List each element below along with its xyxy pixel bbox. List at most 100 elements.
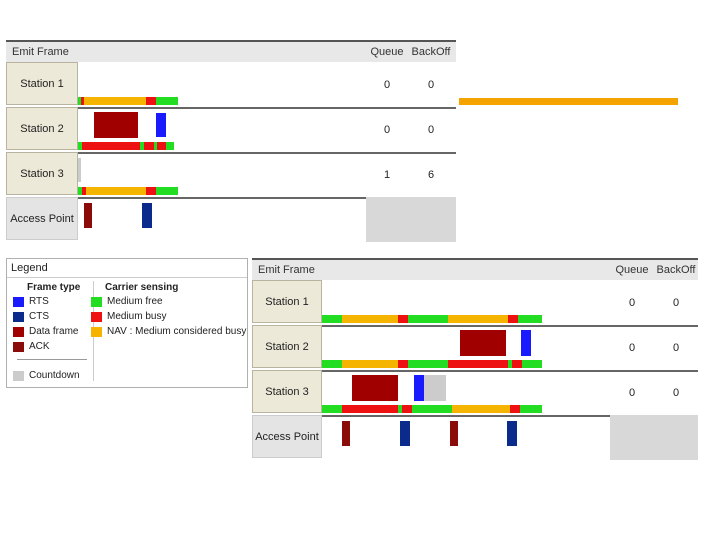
empty-cell [366, 197, 456, 242]
medium-busy-segment [146, 97, 156, 105]
backoff-value: 0 [427, 123, 435, 136]
backoff-value: 0 [672, 386, 680, 399]
access-point-button[interactable]: Access Point [252, 415, 322, 458]
nav-segment [84, 97, 146, 105]
medium-free-segment [522, 360, 542, 368]
station-3-button[interactable]: Station 3 [6, 152, 78, 195]
legend-medium-busy-label: Medium busy [107, 311, 167, 322]
medium-busy-segment [512, 360, 522, 368]
header-backoff: BackOff [411, 46, 451, 58]
legend-box: Legend Frame type RTS CTS Data frame ACK… [6, 258, 248, 388]
medium-free-segment [408, 360, 448, 368]
medium-busy-segment [146, 187, 156, 195]
medium-free-segment [156, 187, 178, 195]
rts-swatch [13, 296, 24, 307]
legend-item-cts: CTS [13, 311, 49, 322]
medium-free-segment [322, 405, 342, 413]
header-backoff: BackOff [656, 264, 696, 276]
legend-item-data-frame: Data frame [13, 326, 78, 337]
access-point-label: Access Point [255, 430, 319, 443]
station-2-button[interactable]: Station 2 [252, 325, 322, 368]
medium-busy-segment [78, 97, 84, 105]
medium-busy-segment [348, 405, 398, 413]
backoff-value: 0 [672, 341, 680, 354]
medium-free-segment [518, 315, 542, 323]
carrier-strip-lead [78, 97, 81, 105]
legend-rts-label: RTS [29, 296, 49, 307]
legend-divider [7, 277, 247, 278]
station-1-button[interactable]: Station 1 [252, 280, 322, 323]
access-point-row: Access Point [252, 415, 698, 460]
station-3-label: Station 3 [265, 385, 309, 398]
medium-busy-segment [510, 405, 520, 413]
rts-block [521, 330, 531, 356]
backoff-value: 0 [427, 78, 435, 91]
medium-busy-segment [454, 360, 508, 368]
legend-countdown-divider [17, 359, 87, 360]
legend-item-rts: RTS [13, 296, 49, 307]
station-2-button[interactable]: Station 2 [6, 107, 78, 150]
medium-free-segment [166, 142, 174, 150]
medium-busy-segment [82, 187, 86, 195]
medium-busy-segment [157, 142, 166, 150]
station-2-label: Station 2 [20, 122, 64, 135]
backoff-value: 0 [672, 296, 680, 309]
nav-segment [342, 315, 398, 323]
medium-free-segment [398, 405, 402, 413]
header-emit-frame: Emit Frame [258, 264, 315, 276]
medium-free-segment [412, 405, 452, 413]
station-1-label: Station 1 [265, 295, 309, 308]
medium-free-segment [520, 405, 542, 413]
access-point-label: Access Point [10, 212, 74, 225]
station-3-row: Station 3 0 0 [252, 370, 698, 417]
nav-segment [86, 187, 146, 195]
legend-medium-free-label: Medium free [107, 296, 163, 307]
emit-frame-panel-2: Emit Frame Queue BackOff Station 1 0 0 S… [252, 258, 698, 462]
legend-nav-label: NAV : Medium considered busy [107, 326, 247, 337]
medium-free-segment [322, 360, 342, 368]
queue-value: 0 [383, 78, 391, 91]
queue-value: 0 [628, 296, 636, 309]
medium-free-segment [508, 360, 512, 368]
legend-item-medium-free: Medium free [91, 296, 163, 307]
ack-block [84, 203, 92, 228]
station-1-button[interactable]: Station 1 [6, 62, 78, 105]
medium-free-segment [78, 142, 82, 150]
nav-swatch [91, 326, 102, 337]
queue-value: 0 [383, 123, 391, 136]
station-2-row: Station 2 0 0 [6, 107, 456, 154]
medium-free-segment [322, 315, 342, 323]
ack-swatch [13, 341, 24, 352]
countdown-block [424, 375, 446, 401]
medium-busy-segment [90, 142, 140, 150]
medium-busy-segment [402, 405, 412, 413]
station-3-button[interactable]: Station 3 [252, 370, 322, 413]
cts-swatch [13, 311, 24, 322]
carrier-strip [322, 315, 542, 323]
medium-busy-segment [398, 315, 408, 323]
panel-header: Emit Frame Queue BackOff [252, 260, 698, 280]
countdown-block [78, 158, 81, 182]
nav-segment [452, 405, 510, 413]
station-3-row: Station 3 1 6 [6, 152, 456, 199]
rts-block [414, 375, 424, 401]
carrier-strip [322, 405, 542, 413]
station-2-label: Station 2 [265, 340, 309, 353]
medium-busy-segment [398, 360, 408, 368]
medium-free-swatch [91, 296, 102, 307]
medium-busy-segment [448, 360, 454, 368]
cts-block [507, 421, 517, 446]
legend-item-nav: NAV : Medium considered busy [91, 326, 246, 337]
nav-segment [342, 360, 398, 368]
countdown-swatch [13, 370, 24, 381]
medium-busy-swatch [91, 311, 102, 322]
cts-block [142, 203, 152, 228]
medium-free-segment [156, 97, 178, 105]
access-point-row: Access Point [6, 197, 456, 242]
data-frame-swatch [13, 326, 24, 337]
station-1-label: Station 1 [20, 77, 64, 90]
station-2-row: Station 2 0 0 [252, 325, 698, 372]
access-point-button[interactable]: Access Point [6, 197, 78, 240]
medium-free-segment [78, 97, 81, 105]
station-1-row: Station 1 0 0 [6, 62, 456, 109]
